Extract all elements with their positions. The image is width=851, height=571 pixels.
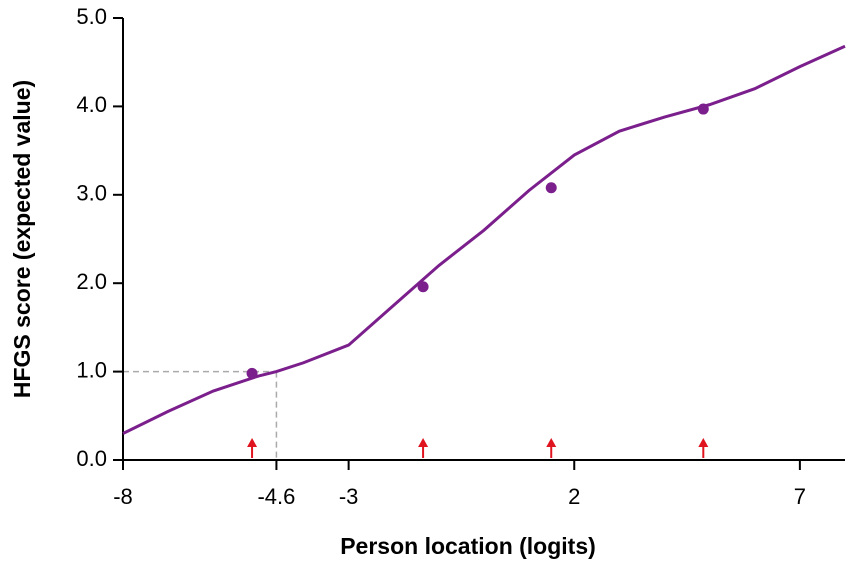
x-tick-label: -3	[339, 484, 359, 509]
y-tick-label: 2.0	[76, 269, 107, 294]
threshold-arrow	[546, 438, 557, 458]
threshold-arrow	[698, 438, 709, 458]
y-axis-label: HFGS score (expected value)	[9, 80, 35, 398]
point	[246, 367, 258, 379]
y-tick-label: 1.0	[76, 357, 107, 382]
threshold-arrow	[418, 438, 429, 458]
x-axis-label: Person location (logits)	[340, 533, 596, 559]
point	[545, 182, 557, 194]
curve	[122, 44, 846, 435]
threshold-arrow	[247, 438, 258, 458]
point	[697, 103, 709, 115]
point	[417, 281, 429, 293]
y-tick-label: 3.0	[76, 181, 107, 206]
x-tick-label: -4.6	[257, 484, 295, 509]
y-tick-label: 4.0	[76, 92, 107, 117]
y-tick-label: 5.0	[76, 4, 107, 29]
x-tick-label: 2	[568, 484, 580, 509]
x-tick-label: 7	[794, 484, 806, 509]
y-tick-label: 0.0	[76, 446, 107, 471]
x-tick-label: -8	[113, 484, 133, 509]
